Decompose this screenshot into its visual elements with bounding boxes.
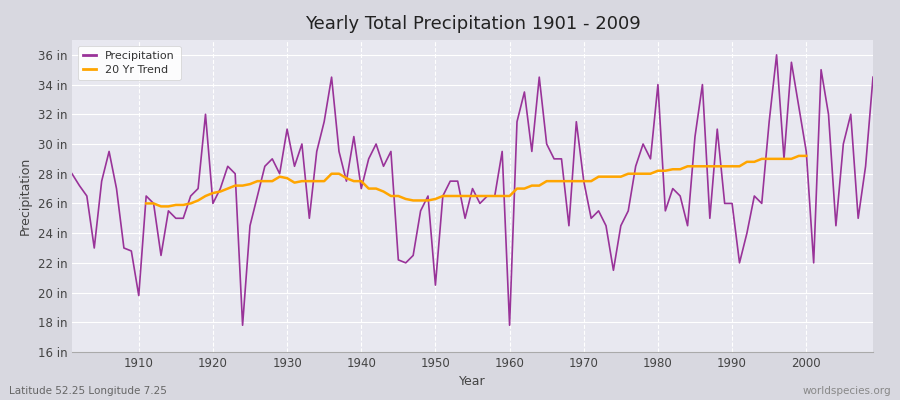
Text: Latitude 52.25 Longitude 7.25: Latitude 52.25 Longitude 7.25 bbox=[9, 386, 166, 396]
Legend: Precipitation, 20 Yr Trend: Precipitation, 20 Yr Trend bbox=[77, 46, 181, 80]
Line: Precipitation: Precipitation bbox=[72, 55, 873, 325]
Text: worldspecies.org: worldspecies.org bbox=[803, 386, 891, 396]
20 Yr Trend bbox=[778, 156, 789, 161]
20 Yr Trend bbox=[697, 164, 707, 169]
Precipitation bbox=[504, 323, 515, 328]
Precipitation bbox=[600, 223, 611, 228]
Precipitation bbox=[771, 52, 782, 57]
Title: Yearly Total Precipitation 1901 - 2009: Yearly Total Precipitation 1901 - 2009 bbox=[304, 15, 641, 33]
Precipitation bbox=[511, 119, 522, 124]
Precipitation bbox=[341, 179, 352, 184]
20 Yr Trend bbox=[348, 179, 359, 184]
Precipitation bbox=[296, 142, 307, 146]
Line: 20 Yr Trend: 20 Yr Trend bbox=[146, 156, 806, 206]
Y-axis label: Precipitation: Precipitation bbox=[19, 157, 32, 235]
20 Yr Trend bbox=[238, 183, 248, 188]
X-axis label: Year: Year bbox=[459, 376, 486, 388]
Precipitation bbox=[67, 171, 77, 176]
20 Yr Trend bbox=[608, 174, 619, 179]
20 Yr Trend bbox=[794, 154, 805, 158]
Precipitation bbox=[868, 75, 878, 80]
20 Yr Trend bbox=[140, 201, 151, 206]
20 Yr Trend bbox=[801, 154, 812, 158]
Precipitation bbox=[238, 323, 248, 328]
Precipitation bbox=[126, 248, 137, 253]
20 Yr Trend bbox=[156, 204, 166, 209]
20 Yr Trend bbox=[712, 164, 723, 169]
